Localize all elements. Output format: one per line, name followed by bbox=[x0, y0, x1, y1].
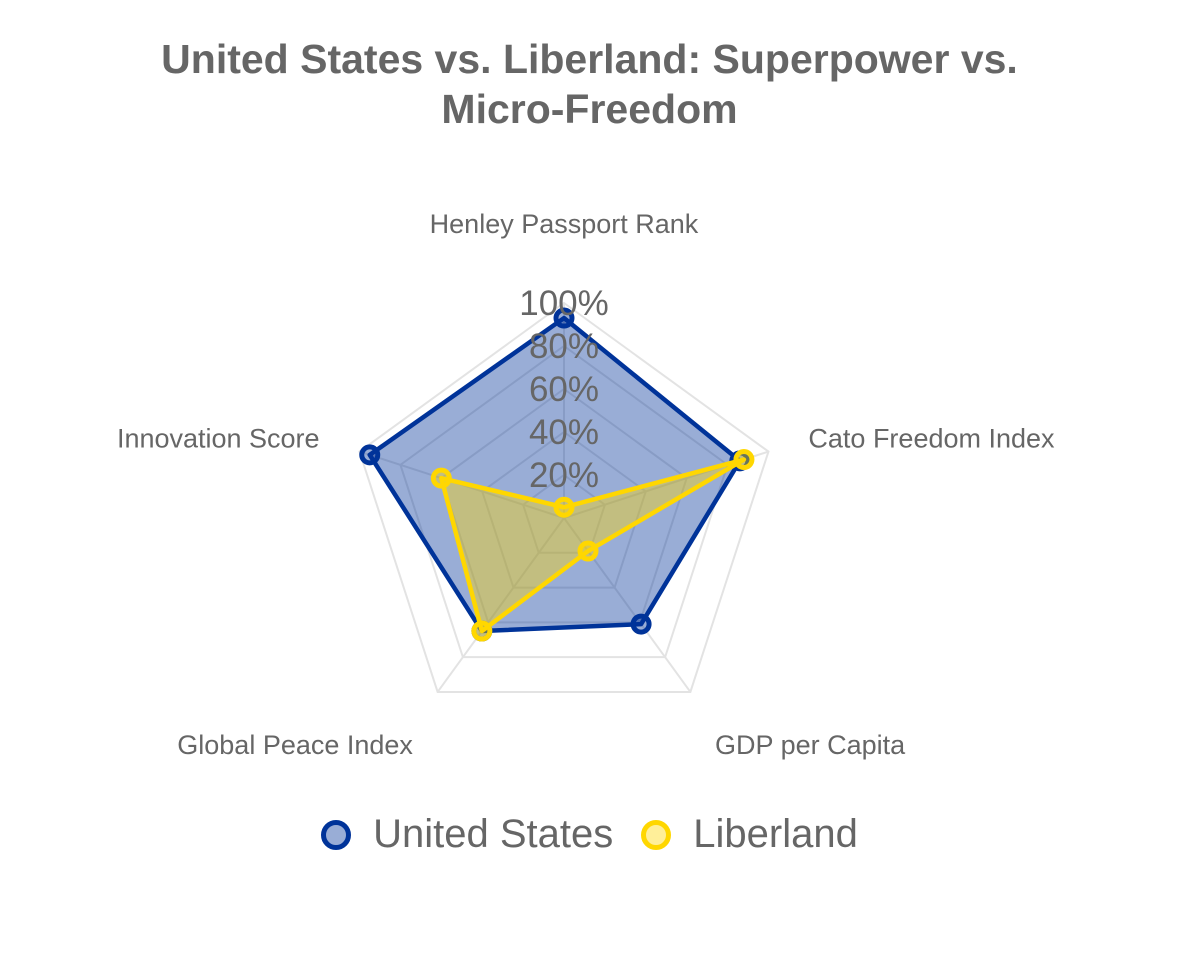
axis-label-gdp-per-capita: GDP per Capita bbox=[715, 730, 906, 760]
legend-swatch-united-states bbox=[321, 819, 352, 850]
axis-label-henley-passport-rank: Henley Passport Rank bbox=[430, 209, 699, 239]
legend-swatch-liberland bbox=[641, 819, 672, 850]
grid-spoke-global-peace-index bbox=[436, 517, 565, 693]
tick-label-100: 100% bbox=[519, 284, 609, 323]
axis-label-cato-freedom-index: Cato Freedom Index bbox=[808, 424, 1055, 454]
tick-label-40: 40% bbox=[529, 413, 599, 452]
grid-ring-100 bbox=[358, 301, 770, 693]
legend-label-united-states: United States bbox=[373, 812, 614, 856]
legend-label-liberland: Liberland bbox=[693, 812, 858, 856]
data-point-liberland-henley-passport-rank[interactable] bbox=[553, 496, 575, 518]
tick-label-80: 80% bbox=[529, 327, 599, 366]
grid-ring-80 bbox=[399, 344, 729, 659]
legend-item-liberland[interactable]: Liberland bbox=[641, 812, 858, 857]
axis-label-innovation-score: Innovation Score bbox=[117, 424, 320, 454]
radar-series bbox=[359, 307, 755, 642]
data-point-united-states-henley-passport-rank[interactable] bbox=[553, 307, 575, 329]
axis-labels: Henley Passport Rank Cato Freedom Index GD… bbox=[117, 209, 1055, 760]
grid-spoke-gdp-per-capita bbox=[563, 517, 692, 693]
chart-title: United States vs. Liberland: Superpower … bbox=[0, 34, 1179, 134]
data-point-united-states-innovation-score[interactable] bbox=[359, 444, 381, 466]
chart-title-line-1: United States vs. Liberland: Superpower … bbox=[161, 36, 1018, 82]
grid-ring-40 bbox=[481, 430, 647, 589]
axis-label-global-peace-index: Global Peace Index bbox=[177, 730, 413, 760]
legend: United States Liberland bbox=[0, 812, 1179, 857]
chart-title-line-2: Micro-Freedom bbox=[441, 86, 738, 132]
tick-label-60: 60% bbox=[529, 370, 599, 409]
radial-ticks: 20% 40% 60% 80% 100% bbox=[519, 284, 609, 495]
data-point-liberland-innovation-score[interactable] bbox=[430, 467, 452, 489]
legend-item-united-states[interactable]: United States bbox=[321, 812, 613, 857]
grid-ring-60 bbox=[440, 387, 688, 624]
data-point-liberland-cato-freedom-index[interactable] bbox=[733, 449, 755, 471]
data-point-liberland-gdp-per-capita[interactable] bbox=[577, 540, 599, 562]
data-point-liberland-global-peace-index[interactable] bbox=[471, 620, 493, 642]
data-point-united-states-gdp-per-capita[interactable] bbox=[630, 613, 652, 635]
tick-label-20: 20% bbox=[529, 456, 599, 495]
